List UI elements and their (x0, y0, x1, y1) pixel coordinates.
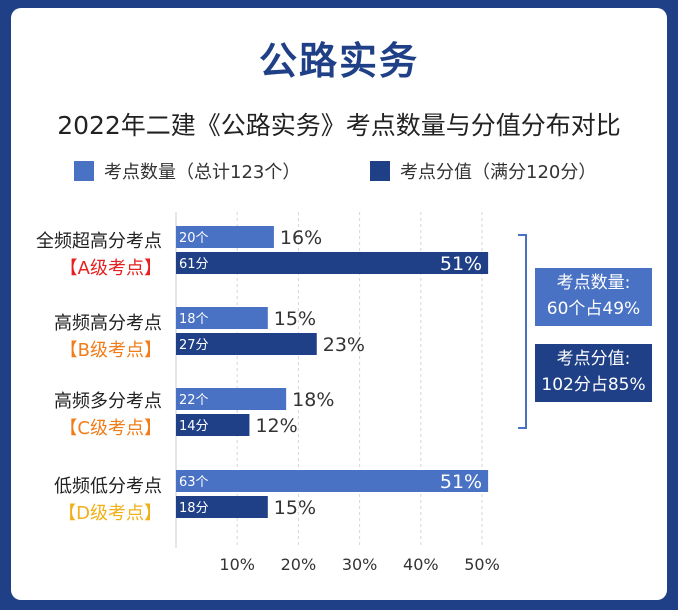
summary-count-label: 考点数量: (556, 273, 631, 293)
bar-count (176, 470, 489, 492)
bar-score (176, 414, 250, 436)
bar-score (176, 496, 268, 518)
bar-inner-label: 27分 (179, 338, 209, 353)
bar-value-label: 12% (255, 415, 297, 437)
summary-score-label: 考点分值: (556, 349, 631, 369)
bar-inner-label: 61分 (179, 257, 209, 272)
bar-count (176, 307, 268, 329)
bar-value-label: 23% (323, 334, 365, 356)
summary-box-score: 考点分值: 102分占85% (535, 344, 652, 402)
bar-value-label: 18% (292, 389, 334, 411)
bar-value-label: 15% (274, 308, 316, 330)
category-level-a: 【A级考点】 (59, 258, 162, 279)
bar-count (176, 226, 274, 248)
bar-value-label: 51% (440, 471, 482, 493)
legend-item-score: 考点分值（满分120分） (370, 159, 596, 183)
legend-label-count: 考点数量（总计123个） (104, 162, 301, 183)
bar-inner-label: 22个 (179, 393, 209, 408)
category-level-b: 【B级考点】 (59, 340, 162, 361)
bar-inner-label: 63个 (179, 475, 209, 490)
category-name-a: 全频超高分考点 (36, 231, 162, 252)
bar-count (176, 388, 287, 410)
x-tick-label: 50% (464, 555, 500, 574)
legend-swatch-count (74, 161, 94, 181)
bar-inner-label: 14分 (179, 419, 209, 434)
x-tick-label: 20% (281, 555, 317, 574)
legend-item-count: 考点数量（总计123个） (74, 159, 300, 183)
x-tick-label: 10% (219, 555, 255, 574)
chart-subtitle: 2022年二建《公路实务》考点数量与分值分布对比 (57, 111, 621, 140)
bar-inner-label: 18分 (179, 501, 209, 516)
category-level-d: 【D级考点】 (58, 503, 162, 524)
summary-box-count: 考点数量: 60个占49% (535, 268, 652, 326)
page-title: 公路实务 (258, 39, 419, 83)
bracket-abc (518, 234, 527, 429)
x-tick-label: 40% (403, 555, 439, 574)
bar-value-label: 15% (274, 497, 316, 519)
category-name-b: 高频高分考点 (54, 313, 162, 334)
bar-score (176, 252, 489, 274)
bar-score (176, 333, 317, 355)
bar-inner-label: 20个 (179, 231, 209, 246)
category-level-c: 【C级考点】 (59, 418, 162, 439)
bar-value-label: 16% (280, 227, 322, 249)
category-name-d: 低频低分考点 (54, 476, 162, 497)
legend-swatch-score (370, 161, 390, 181)
summary-score-value: 102分占85% (541, 375, 646, 395)
category-name-c: 高频多分考点 (54, 391, 162, 412)
bar-value-label: 51% (440, 253, 482, 275)
summary-count-value: 60个占49% (546, 299, 641, 319)
legend-label-score: 考点分值（满分120分） (400, 162, 597, 183)
x-tick-label: 30% (342, 555, 378, 574)
bar-inner-label: 18个 (179, 312, 209, 327)
